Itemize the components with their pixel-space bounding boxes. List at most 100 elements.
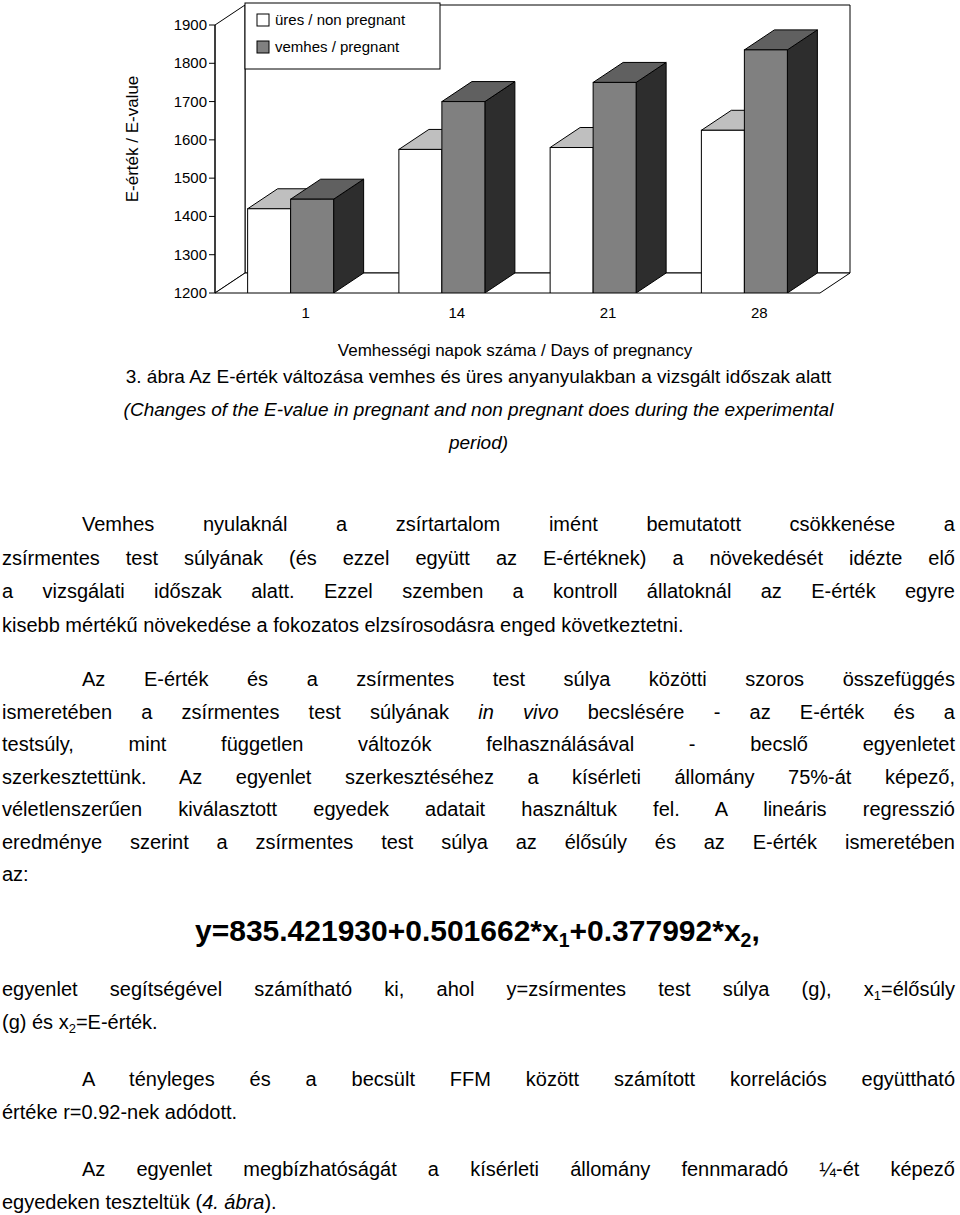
bar-side (485, 82, 515, 293)
subscript: 1 (559, 929, 570, 951)
text-line: y=835.421930+0.501662*x1+0.377992*x2, (195, 914, 895, 957)
text-line: ismeretében a zsírmentes test súlyának i… (2, 701, 955, 723)
x-tick-label: 14 (449, 304, 466, 321)
y-axis-title: E-érték / E-value (123, 76, 142, 203)
y-tick (209, 101, 215, 102)
text-line: 3. ábra Az E-érték változása vemhes és ü… (2, 366, 955, 388)
text-run: zsírmentes test súlyának (és ezzel együt… (2, 547, 955, 569)
text-line: az: (2, 863, 955, 885)
bar (593, 82, 636, 293)
text-line: értéke r=0.92-nek adódott. (2, 1101, 955, 1123)
bar (744, 50, 787, 293)
text-run: eredménye szerint a zsírmentes test súly… (2, 831, 955, 853)
subscript: 2 (741, 929, 752, 951)
y-tick (209, 63, 215, 64)
y-tick-label: 1400 (174, 207, 207, 224)
x-axis-title: Vemhességi napok száma / Days of pregnan… (338, 341, 693, 360)
y-tick-label: 1700 (174, 93, 207, 110)
text-line: (g) és x2=E-érték. (2, 1011, 955, 1040)
italic-text: in vivo (478, 701, 558, 723)
text-run: Az egyenlet megbízhatóságát a kísérleti … (82, 1158, 955, 1180)
text-run: becslésére - az E-érték és a (559, 701, 955, 723)
text-line: a vizsgálati időszak alatt. Ezzel szembe… (2, 580, 955, 602)
text-run: A tényleges és a becsült FFM között szám… (82, 1068, 955, 1090)
italic-text: period) (449, 432, 508, 453)
text-run: ismeretében a zsírmentes test súlyának (2, 701, 478, 723)
y-tick (209, 254, 215, 255)
y-tick (209, 293, 215, 294)
y-tick (209, 25, 215, 26)
bar-top (744, 30, 817, 50)
subscript: 1 (874, 988, 881, 1003)
text-line: Vemhes nyulaknál a zsírtartalom imént be… (2, 513, 955, 535)
bar (291, 199, 334, 293)
side-wall (215, 5, 245, 293)
text-line: egyedeken teszteltük (4. ábra). (2, 1191, 955, 1213)
text-line: testsúly, mint független változók felhas… (2, 733, 955, 755)
text-run: testsúly, mint független változók felhas… (2, 733, 955, 755)
y-tick-label: 1200 (174, 284, 207, 301)
text-line: kisebb mértékű növekedése a fokozatos el… (2, 614, 955, 636)
text-line: véletlenszerűen kiválasztott egyedek ada… (2, 798, 955, 820)
bar (248, 209, 291, 293)
text-line: egyenlet segítségével számítható ki, aho… (2, 978, 955, 1007)
legend-box (245, 3, 440, 69)
legend-label: vemhes / pregnant (275, 38, 400, 55)
italic-text: (Changes of the E-value in pregnant and … (124, 399, 834, 420)
legend-swatch (257, 14, 269, 26)
bar-side (636, 62, 666, 293)
bar-top (442, 82, 515, 102)
x-tick-label: 21 (600, 304, 617, 321)
text-run: kisebb mértékű növekedése a fokozatos el… (2, 614, 684, 636)
bar-top (593, 62, 666, 82)
y-axis (215, 25, 216, 293)
text-line: period) (2, 432, 955, 454)
bar (701, 130, 744, 293)
bar (399, 149, 442, 293)
bar-side (787, 30, 817, 293)
y-tick-label: 1800 (174, 54, 207, 71)
text-line: (Changes of the E-value in pregnant and … (2, 399, 955, 421)
text-run: (g) és x (2, 1011, 69, 1033)
bar-top (291, 179, 364, 199)
y-tick (209, 216, 215, 217)
chart: 1200 1300 1400 1500 1600 1700 1800 1900 E-érték … (0, 0, 960, 370)
text-run: , (751, 914, 759, 947)
legend: üres / non pregnant vemhes / pregnant (245, 3, 440, 69)
text-run: 3. ábra Az E-érték változása vemhes és ü… (126, 366, 832, 387)
y-tick-label: 1600 (174, 131, 207, 148)
x-tick-label: 1 (301, 304, 309, 321)
text-run: egyenlet segítségével számítható ki, aho… (2, 978, 874, 1000)
text-run: az: (2, 863, 29, 885)
y-tick (209, 178, 215, 179)
text-run: ). (264, 1191, 276, 1213)
text-line: szerkesztettünk. Az egyenlet szerkesztés… (2, 766, 955, 788)
y-tick-label: 1900 (174, 16, 207, 33)
text-run: =élősúly (881, 978, 955, 1000)
y-tick (209, 139, 215, 140)
text-run: =E-érték. (76, 1011, 158, 1033)
italic-text: 4. ábra (202, 1191, 264, 1213)
text-line: Az E-érték és a zsírmentes test súlya kö… (2, 668, 955, 690)
text-line: Az egyenlet megbízhatóságát a kísérleti … (2, 1158, 955, 1180)
x-tick-label: 28 (751, 304, 768, 321)
text-run: egyedeken teszteltük ( (2, 1191, 202, 1213)
text-run: +0.377992*x (570, 914, 741, 947)
text-run: véletlenszerűen kiválasztott egyedek ada… (2, 798, 955, 820)
text-run: Vemhes nyulaknál a zsírtartalom imént be… (82, 513, 955, 535)
text-run: szerkesztettünk. Az egyenlet szerkesztés… (2, 766, 955, 788)
legend-swatch (257, 41, 269, 53)
text-run: Az E-érték és a zsírmentes test súlya kö… (82, 668, 955, 690)
text-line: A tényleges és a becsült FFM között szám… (2, 1068, 955, 1090)
y-tick-label: 1500 (174, 169, 207, 186)
text-line: zsírmentes test súlyának (és ezzel együt… (2, 547, 955, 569)
legend-label: üres / non pregnant (275, 11, 406, 28)
subscript: 2 (69, 1020, 76, 1035)
text-run: y=835.421930+0.501662*x (195, 914, 559, 947)
text-run: a vizsgálati időszak alatt. Ezzel szembe… (2, 580, 955, 602)
text-line: eredménye szerint a zsírmentes test súly… (2, 831, 955, 853)
y-tick-label: 1300 (174, 246, 207, 263)
bar (550, 148, 593, 293)
bar (442, 102, 485, 293)
text-run: értéke r=0.92-nek adódott. (2, 1101, 237, 1123)
